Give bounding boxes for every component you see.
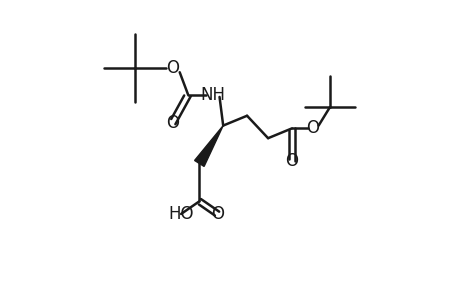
Text: NH: NH: [200, 86, 226, 104]
Text: O: O: [166, 59, 179, 77]
Text: O: O: [211, 205, 224, 223]
Polygon shape: [194, 125, 223, 166]
Text: O: O: [306, 119, 319, 137]
Text: O: O: [166, 114, 179, 132]
Text: O: O: [285, 152, 298, 170]
Text: HO: HO: [168, 205, 193, 223]
